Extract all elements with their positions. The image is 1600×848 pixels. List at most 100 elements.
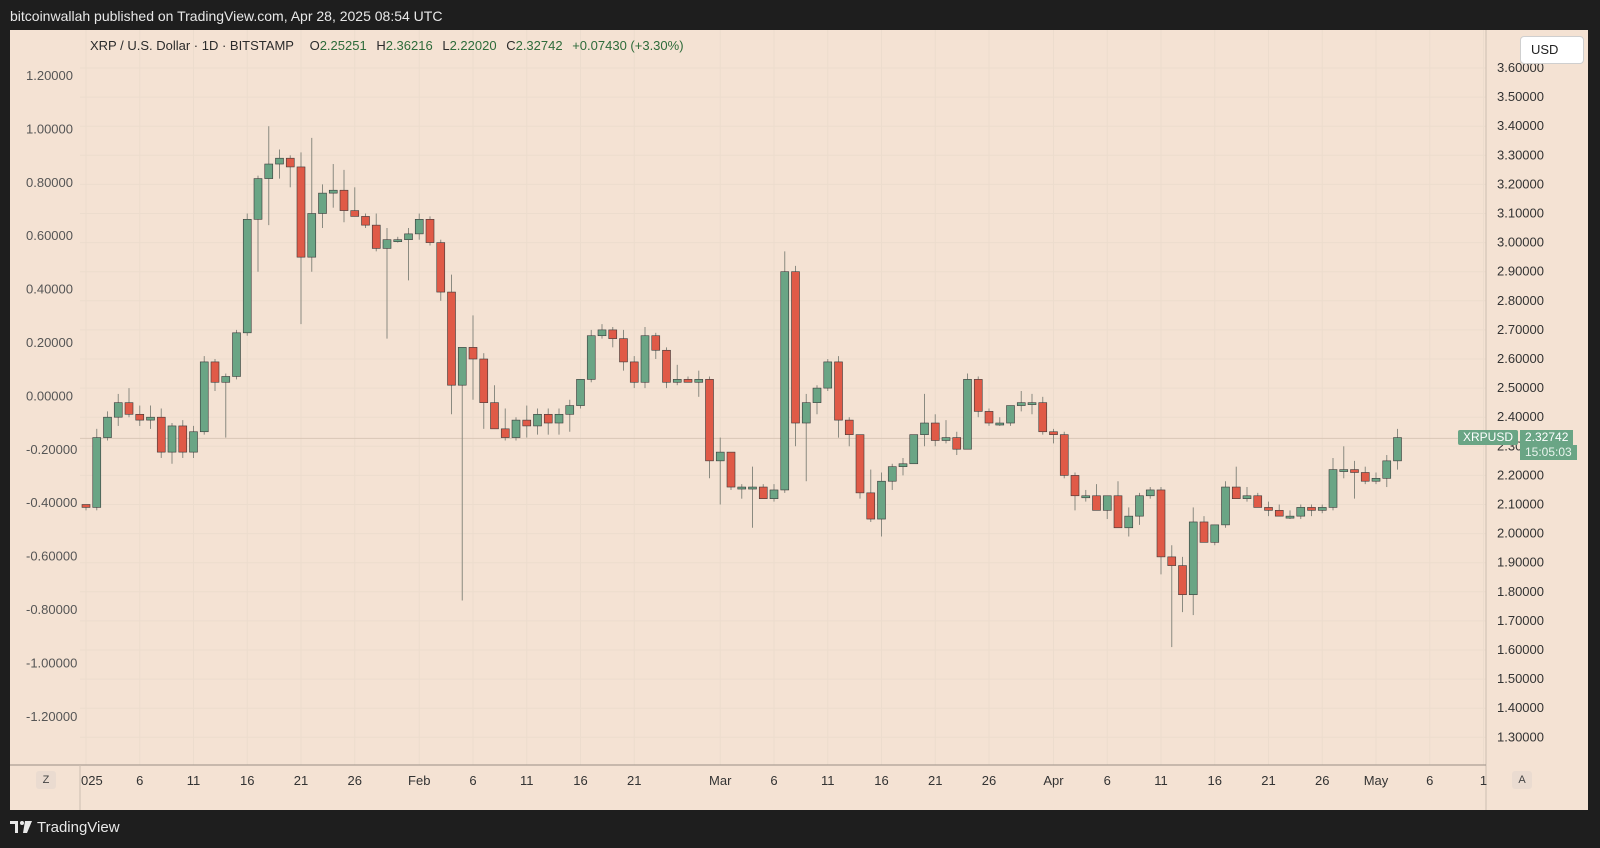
candle-body — [898, 463, 908, 467]
candle-body — [909, 434, 919, 465]
candle-body — [81, 504, 91, 508]
right-axis-tick: 3.30000 — [1497, 147, 1544, 162]
left-axis-tick: 0.00000 — [26, 388, 73, 403]
candle-body — [92, 437, 102, 508]
right-axis-tick: 2.60000 — [1497, 351, 1544, 366]
time-axis-tick: Apr — [1043, 773, 1064, 788]
time-axis-tick: 21 — [294, 773, 308, 788]
candle-body — [973, 379, 983, 412]
currency-button[interactable]: USD — [1520, 36, 1584, 64]
candle-body — [490, 402, 499, 430]
candle-body — [1285, 515, 1295, 519]
tradingview-icon — [10, 820, 32, 833]
time-axis-tick: Feb — [408, 773, 430, 788]
candle-body — [393, 239, 403, 242]
left-axis-tick: 1.20000 — [26, 68, 73, 83]
right-axis-tick: 1.70000 — [1497, 613, 1544, 628]
candle-body — [672, 379, 682, 383]
time-axis-tick: 26 — [348, 773, 362, 788]
candle-body — [748, 486, 757, 490]
right-axis-tick: 3.50000 — [1497, 89, 1544, 104]
candle-body — [1221, 486, 1230, 526]
time-axis-tick: May — [1364, 773, 1389, 788]
legend-high-label: H — [376, 38, 386, 53]
tradingview-logo[interactable]: TradingView — [10, 819, 120, 836]
candle-body — [1371, 478, 1381, 482]
candle-body — [1156, 489, 1166, 558]
time-axis-tick: 6 — [469, 773, 476, 788]
legend-close-label: C — [506, 38, 516, 53]
right-axis-tick: 2.50000 — [1497, 380, 1544, 395]
candle-body — [1038, 402, 1048, 433]
candle-body — [124, 402, 134, 415]
candle-body — [414, 219, 424, 235]
candle-body — [1188, 521, 1198, 596]
candle-body — [296, 166, 306, 258]
candle-body — [1382, 460, 1392, 479]
right-axis-tick: 3.10000 — [1497, 206, 1544, 221]
right-axis-tick: 2.90000 — [1497, 264, 1544, 279]
candle-body — [500, 428, 510, 438]
legend-high: 2.36216 — [385, 38, 433, 53]
candle-body — [113, 402, 123, 418]
candle-body — [801, 402, 811, 424]
candlestick-chart[interactable]: 3.600003.500003.400003.300003.200003.100… — [10, 30, 1588, 810]
right-axis-tick: 2.40000 — [1497, 409, 1544, 424]
footer-brand: TradingView — [37, 819, 120, 836]
candle-body — [328, 189, 338, 194]
candle-body — [1113, 495, 1123, 529]
candle-body — [543, 413, 553, 424]
left-axis-tick: -1.00000 — [26, 655, 77, 670]
candle-body — [608, 329, 618, 339]
publish-text: bitcoinwallah published on TradingView.c… — [10, 8, 443, 24]
candle-body — [1167, 556, 1177, 566]
right-axis-tick: 3.20000 — [1497, 176, 1544, 191]
candle-body — [1081, 495, 1091, 499]
time-axis-tick: 21 — [1261, 773, 1275, 788]
candle-body — [199, 361, 209, 433]
candle-body — [1274, 510, 1284, 517]
candle-body — [1393, 437, 1402, 462]
right-axis-tick: 1.60000 — [1497, 642, 1544, 657]
time-axis-tick: 26 — [1315, 773, 1329, 788]
candle-body — [576, 379, 585, 406]
candle-body — [1231, 486, 1241, 499]
candle-body — [1210, 524, 1220, 543]
right-axis-tick: 1.80000 — [1497, 584, 1544, 599]
right-axis-tick: 1.40000 — [1497, 700, 1544, 715]
time-axis-tick: 1 — [1480, 773, 1487, 788]
candle-body — [1296, 507, 1306, 517]
auto-scale-button[interactable]: A — [1512, 771, 1532, 789]
go-to-start-button[interactable]: Z — [36, 771, 56, 789]
candle-body — [1016, 402, 1026, 406]
left-axis-tick: 0.80000 — [26, 175, 73, 190]
candle-body — [135, 413, 145, 421]
time-axis-tick: 6 — [1426, 773, 1433, 788]
candle-body — [984, 411, 994, 424]
time-axis-tick: 21 — [928, 773, 942, 788]
left-axis-tick: 1.00000 — [26, 121, 73, 136]
candle-body — [1092, 495, 1101, 511]
left-axis-tick: 0.20000 — [26, 335, 73, 350]
right-axis-tick: 1.50000 — [1497, 671, 1544, 686]
candle-body — [705, 379, 714, 462]
candle-body — [361, 216, 370, 226]
candle-body — [791, 271, 800, 424]
candle-body — [533, 413, 542, 427]
candle-body — [318, 192, 327, 214]
candle-body — [1135, 495, 1144, 517]
candle-body — [1049, 431, 1058, 435]
candle-body — [1145, 489, 1155, 497]
candle-body — [662, 349, 671, 383]
candle-body — [823, 361, 833, 389]
chart-frame[interactable]: 3.60000 3.50000 3.40000 3.30000 3.20000 3.100… — [10, 30, 1588, 810]
candle-body — [1350, 469, 1359, 473]
candle-body — [264, 163, 274, 179]
candle-body — [242, 219, 252, 334]
left-axis-tick: 0.40000 — [26, 282, 73, 297]
candle-body — [167, 425, 177, 453]
legend-symbol: XRP / U.S. Dollar · 1D · BITSTAMP — [90, 38, 294, 53]
candle-body — [275, 157, 284, 165]
candle-body — [210, 361, 220, 383]
legend-change: +0.07430 (+3.30%) — [572, 38, 684, 53]
